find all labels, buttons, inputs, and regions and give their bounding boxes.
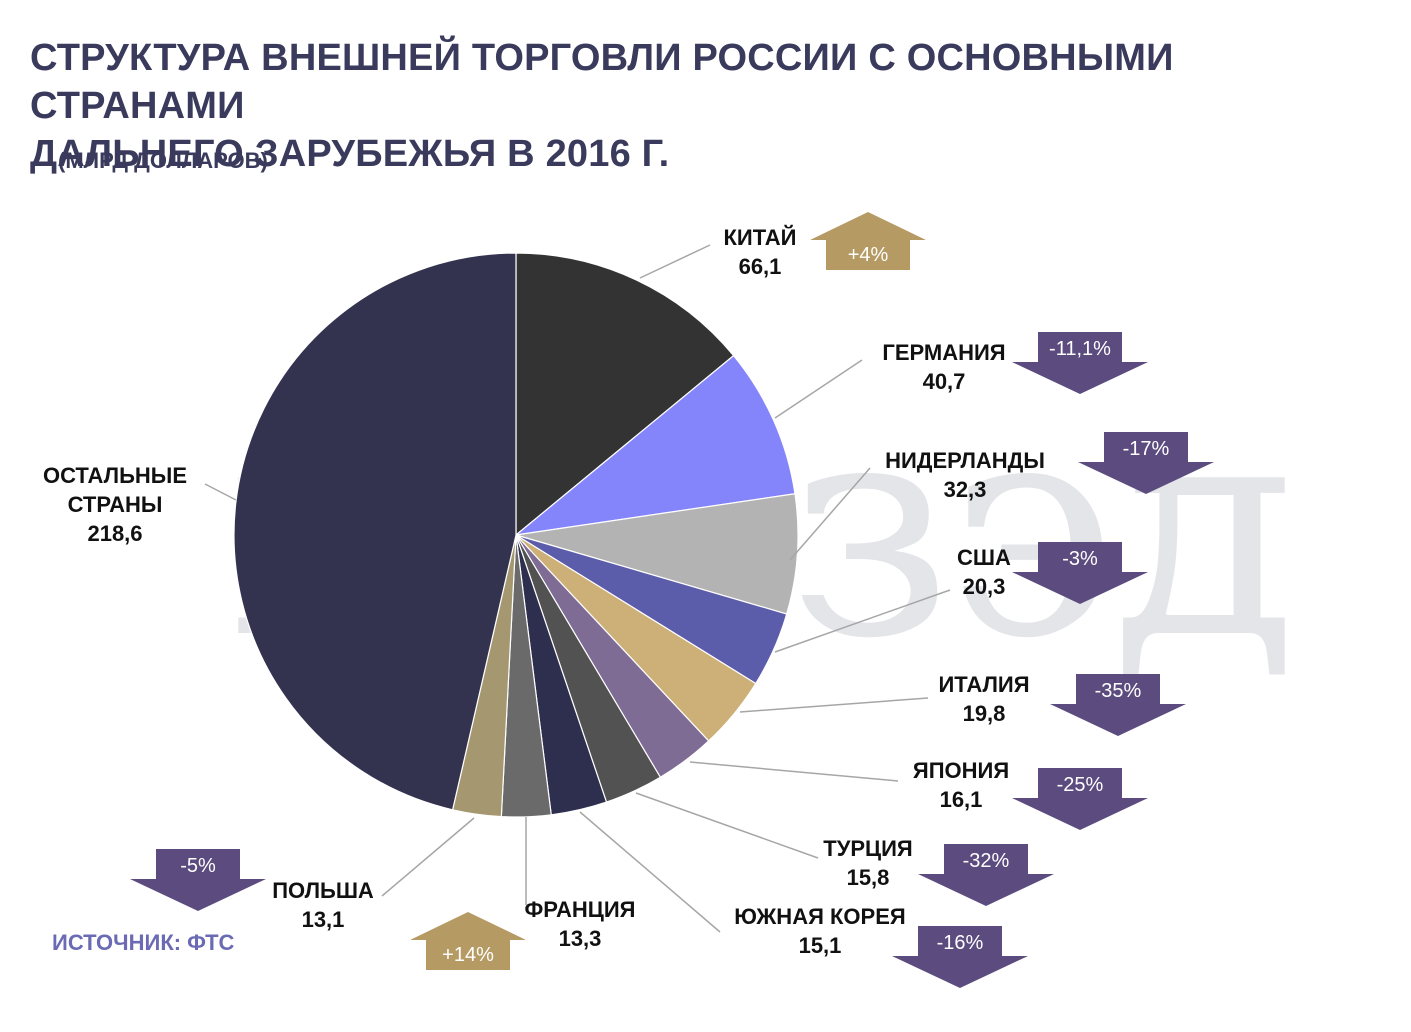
change-label: -35% [1095,680,1142,702]
change-up-arrow [810,212,926,270]
title-line-1: СТРУКТУРА ВНЕШНЕЙ ТОРГОВЛИ РОССИИ С ОСНО… [30,37,1174,127]
change-down-arrow [1050,674,1186,736]
slice-value: 19,8 [963,701,1006,726]
leader-line [635,792,819,859]
pie-slice [513,354,796,536]
change-label: -25% [1057,774,1104,796]
leader-line [639,244,711,279]
slice-value: 218,6 [87,521,142,546]
change-label: -11,1% [1049,338,1111,360]
slice-label: ПОЛЬША [272,878,374,903]
slice-value: 66,1 [739,254,782,279]
change-down-arrow [1078,432,1214,494]
change-down-arrow [1012,332,1148,394]
slice-value: 16,1 [940,787,983,812]
slice-label: КИТАЙ [724,225,797,250]
slice-label: СТРАНЫ [68,492,163,517]
change-label: -16% [937,932,984,954]
chart-title: СТРУКТУРА ВНЕШНЕЙ ТОРГОВЛИ РОССИИ С ОСНО… [30,34,1390,178]
title-line-2: ДАЛЬНЕГО ЗАРУБЕЖЬЯ В 2016 Г. [30,133,670,175]
slice-value: 20,3 [963,574,1006,599]
slice-value: 32,3 [944,477,987,502]
pie-slice [515,493,799,615]
change-label: -3% [1062,548,1098,570]
source-note: ИСТОЧНИК: ФТС [52,930,235,955]
pie-slice [233,252,517,811]
slice-label: ИТАЛИЯ [938,672,1029,697]
slice-value: 40,7 [923,369,966,394]
leader-line [774,359,863,419]
slice-label: НИДЕРЛАНДЫ [885,448,1045,473]
slice-label: ТУРЦИЯ [823,836,913,861]
change-label: +14% [442,944,494,966]
leader-line [739,697,929,713]
slice-label: ОСТАЛЬНЫЕ [43,463,187,488]
leader-line [381,817,475,897]
leader-line [689,761,899,782]
slice-label: ГЕРМАНИЯ [882,340,1005,365]
slice-value: 15,8 [847,865,890,890]
change-down-arrow [1012,768,1148,830]
slice-value: 13,3 [559,926,602,951]
change-down-arrow [918,844,1054,906]
slice-value: 13,1 [302,907,345,932]
slice-label: ЮЖНАЯ КОРЕЯ [734,904,905,929]
change-label: -32% [963,850,1010,872]
leader-line [774,589,951,653]
slice-value: 15,1 [799,933,842,958]
change-up-arrow [410,912,526,970]
change-down-arrow [130,849,266,911]
slice-label: США [957,545,1011,570]
change-down-arrow [1012,542,1148,604]
change-label: -17% [1123,438,1170,460]
pie-slices [233,252,799,818]
chart-unit: (МЛРД ДОЛЛАРОВ) [58,148,268,173]
slice-label: ЯПОНИЯ [913,758,1009,783]
change-label: +4% [848,244,889,266]
change-label: -5% [180,855,216,877]
pie-slice [515,252,735,537]
leader-line [579,811,721,933]
slice-label: ФРАНЦИЯ [525,897,636,922]
change-down-arrow [892,926,1028,988]
leader-line [789,467,871,561]
leader-line [204,483,237,501]
